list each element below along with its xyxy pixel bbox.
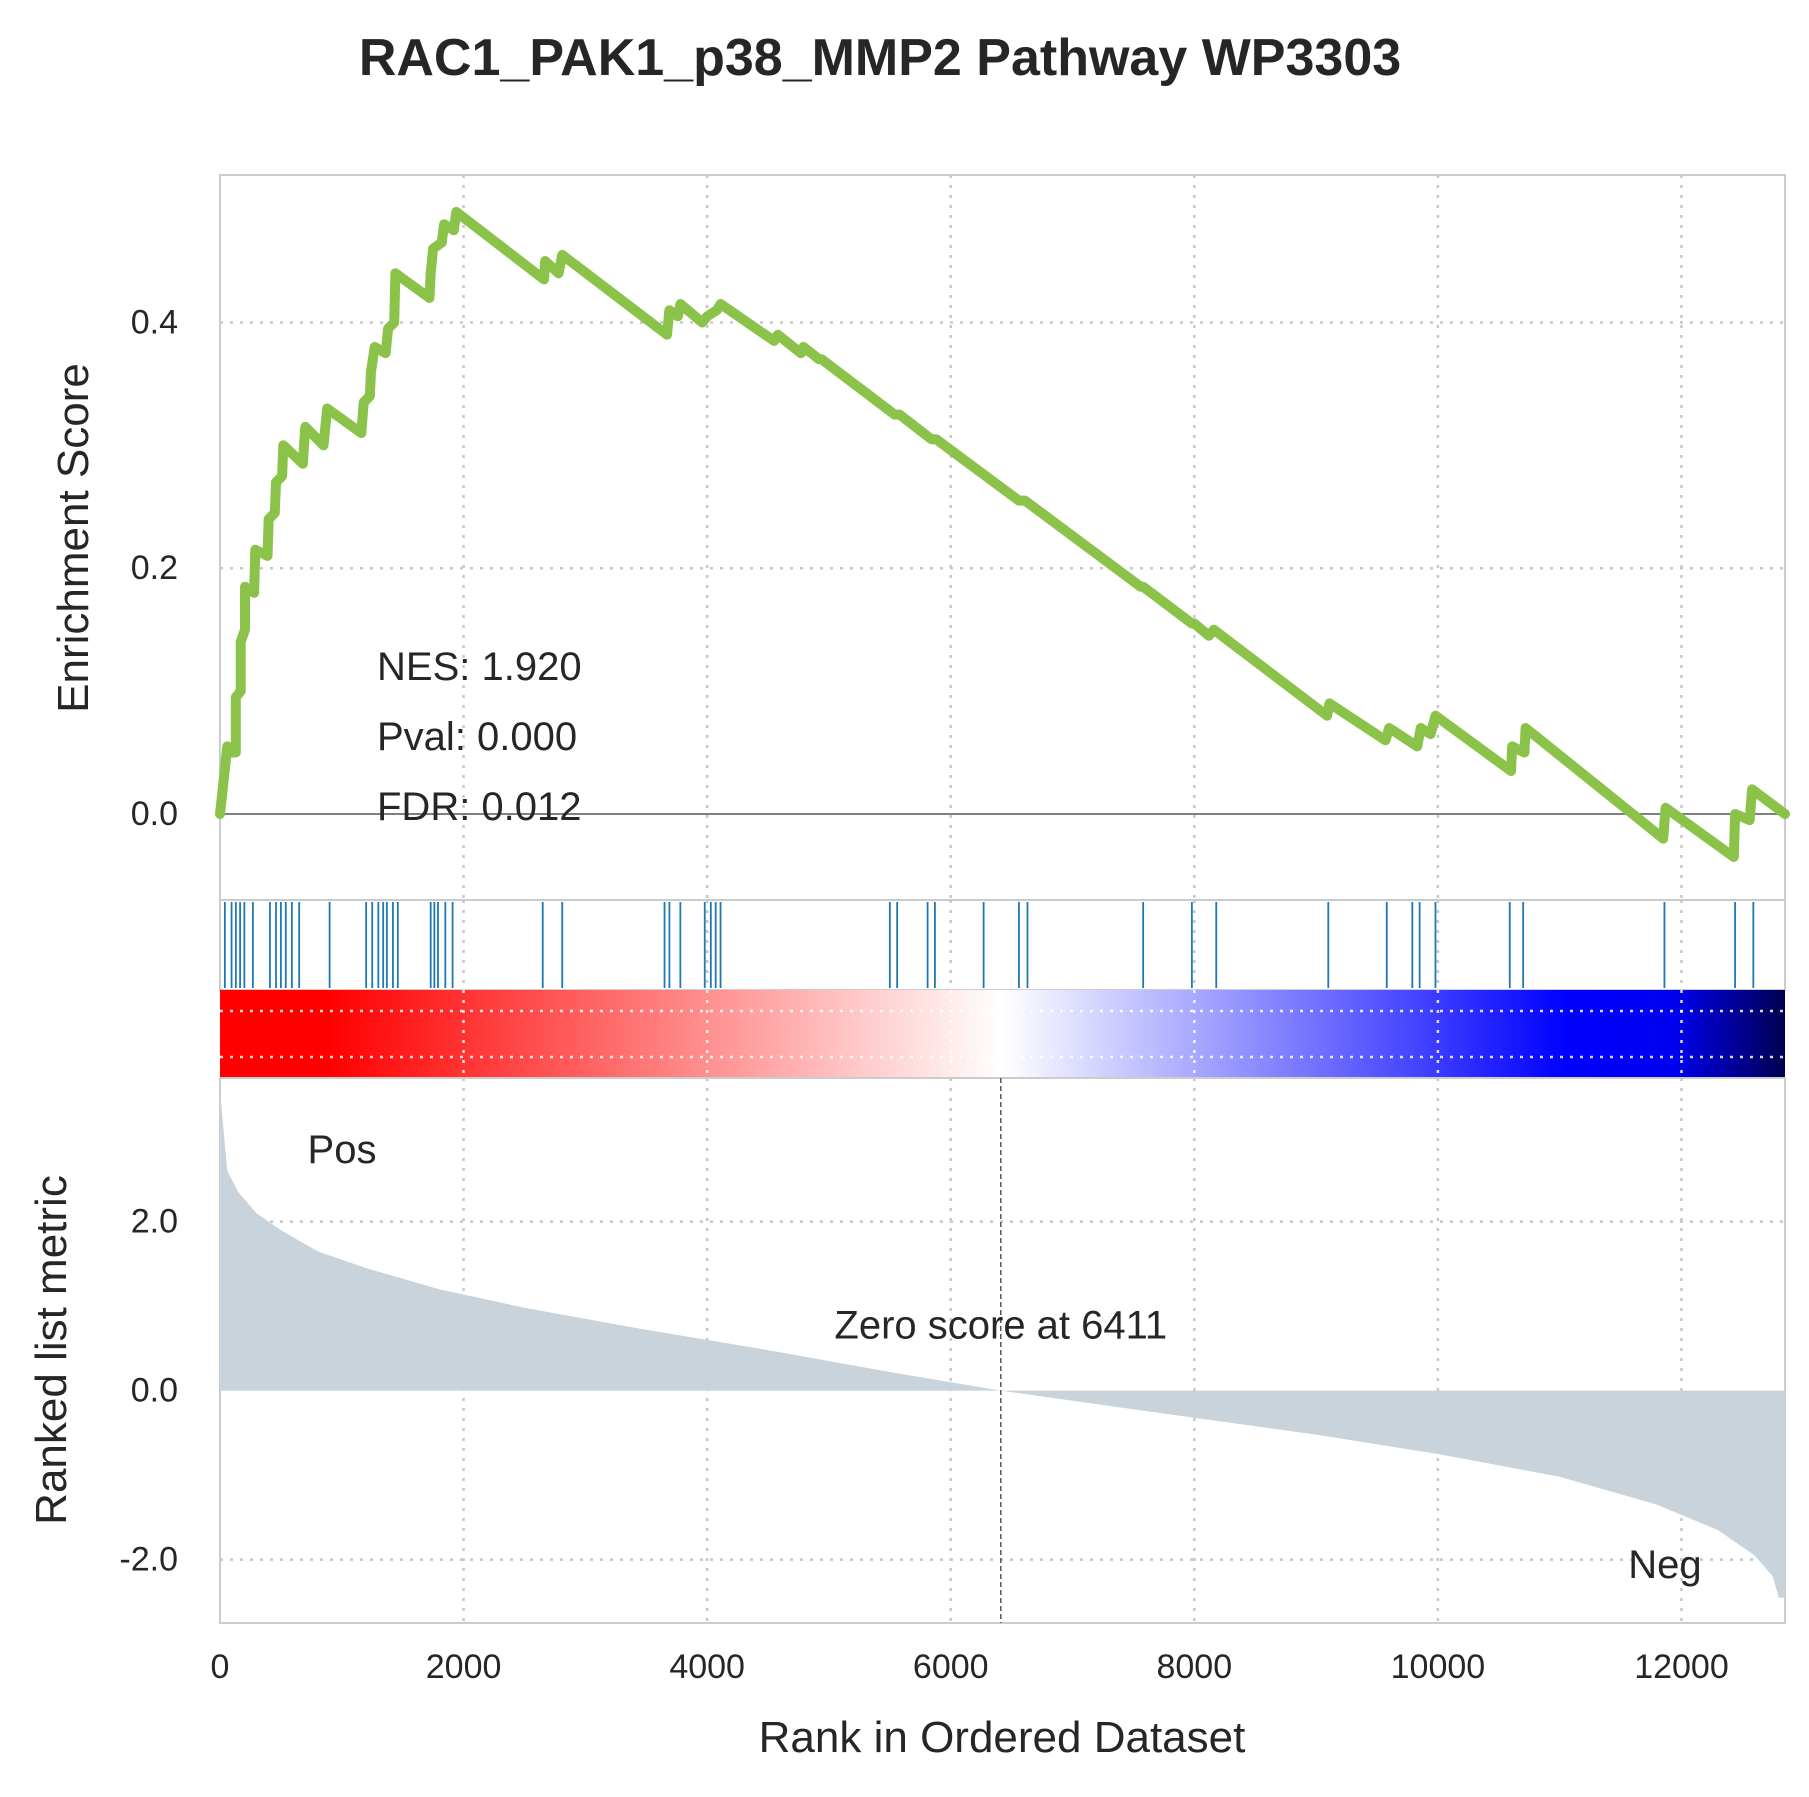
hit-marks	[223, 902, 1755, 988]
neg-label: Neg	[1628, 1543, 1701, 1587]
chart-title: RAC1_PAK1_p38_MMP2 Pathway WP3303	[359, 29, 1401, 87]
pos-label: Pos	[308, 1128, 377, 1172]
zero-score-label: Zero score at 6411	[834, 1304, 1167, 1348]
x-tick-label: 10000	[1391, 1648, 1486, 1686]
es-y-tick-1: 0.2	[131, 549, 178, 587]
x-tick-labels: 0 2000 4000 6000 8000 10000 12000	[211, 1648, 1729, 1686]
es-y-axis-label: Enrichment Score	[49, 363, 98, 713]
x-axis: 0 2000 4000 6000 8000 10000 12000 Rank in Orde…	[211, 1648, 1729, 1762]
nes-label: NES: 1.920	[377, 645, 582, 689]
enrichment-score-panel: 0.0 0.2 0.4 Enrichment Score NES: 1.920 …	[49, 174, 1790, 901]
metric-y-tick-1: 0.0	[131, 1372, 178, 1410]
ranked-metric-panel: Zero score at 6411 Pos Neg 2.0 0.0 -2.0 …	[27, 1077, 1786, 1624]
color-bar-grid	[220, 990, 1785, 1078]
x-tick-label: 0	[211, 1648, 230, 1686]
rank-color-bar	[220, 990, 1785, 1078]
metric-area	[220, 1090, 1785, 1598]
hits-panel-frame	[219, 899, 1786, 991]
es-line	[215, 206, 1790, 862]
pval-label: Pval: 0.000	[377, 715, 577, 759]
x-tick-label: 12000	[1634, 1648, 1729, 1686]
x-tick-label: 6000	[913, 1648, 989, 1686]
gene-hits-panel	[219, 899, 1786, 991]
x-tick-label: 8000	[1156, 1648, 1232, 1686]
x-axis-label: Rank in Ordered Dataset	[759, 1713, 1246, 1762]
rank-gradient	[220, 990, 1785, 1078]
x-tick-label: 4000	[669, 1648, 745, 1686]
es-y-tick-0: 0.0	[131, 795, 178, 833]
metric-y-axis-label: Ranked list metric	[27, 1175, 76, 1525]
hits-grid	[462, 900, 1683, 990]
metric-y-tick-0: 2.0	[131, 1203, 178, 1241]
fdr-label: FDR: 0.012	[377, 785, 582, 829]
x-tick-label: 2000	[426, 1648, 502, 1686]
es-grid	[220, 175, 1785, 900]
metric-y-tick-2: -2.0	[119, 1541, 178, 1579]
es-y-tick-2: 0.4	[131, 303, 178, 341]
